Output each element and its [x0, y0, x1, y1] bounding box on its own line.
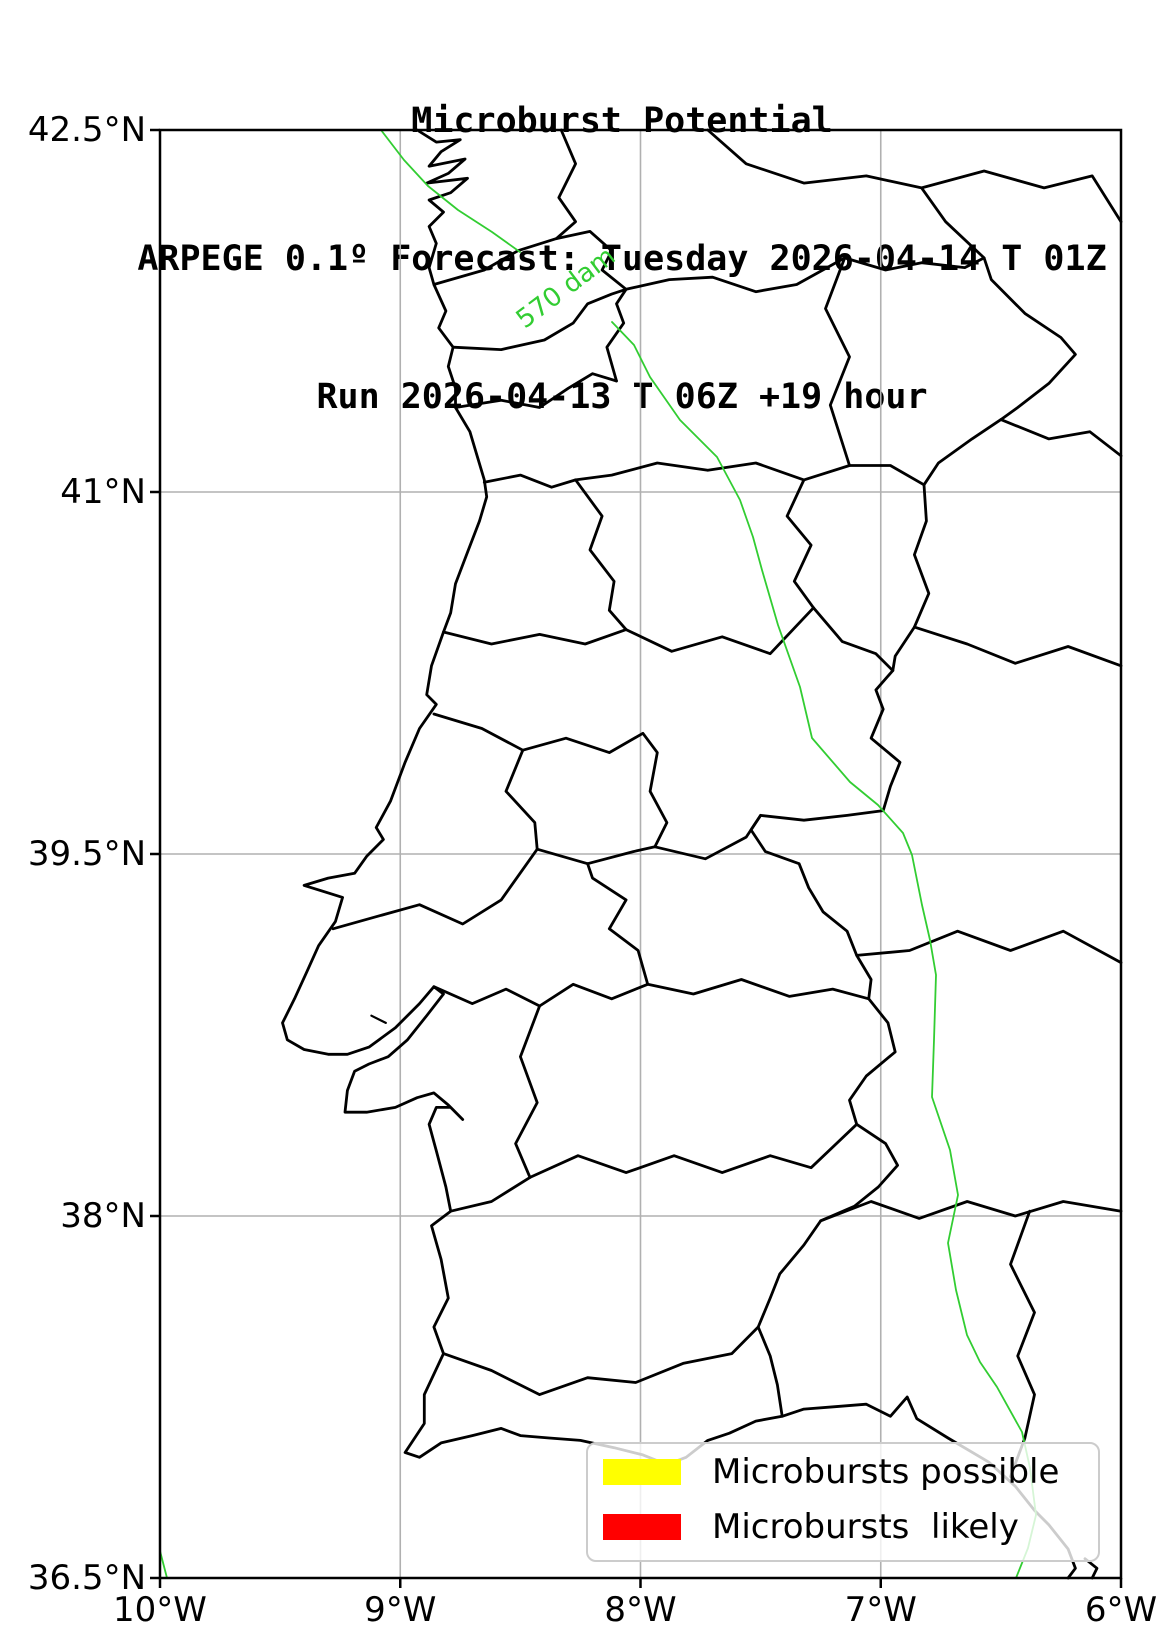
- spain-province-boundaries: [920, 169, 1123, 224]
- portugal-district-boundaries: [785, 478, 815, 610]
- portugal-district-boundaries: [442, 1325, 760, 1396]
- plot-border: [158, 128, 1123, 1580]
- portugal-district-boundaries: [574, 461, 926, 487]
- tagus-estuary-island: [370, 1014, 387, 1025]
- y-tick-label: 36.5°N: [27, 1558, 146, 1598]
- portugal-district-boundaries: [574, 478, 628, 631]
- spain-province-boundaries: [913, 625, 1123, 668]
- title-line-1: Microburst Potential: [411, 101, 833, 141]
- contour-570dam: [611, 321, 1037, 1579]
- spain-province-boundaries: [555, 128, 577, 241]
- spain-province-boundaries: [706, 128, 986, 260]
- y-tick-label: 38°N: [60, 1196, 146, 1236]
- y-tick-label: 39.5°N: [27, 834, 146, 874]
- portugal-district-boundaries: [528, 1122, 859, 1179]
- legend-swatch-likely: [603, 1514, 681, 1540]
- legend-label-possible: Microbursts possible: [712, 1452, 1060, 1492]
- x-tick-label: 6°W: [1084, 1590, 1158, 1630]
- portugal-district-boundaries: [454, 372, 618, 409]
- portugal-district-boundaries: [482, 473, 577, 489]
- legend-box: Microbursts possible Microbursts likely: [586, 1442, 1100, 1562]
- figure-title: Microburst Potential ARPEGE 0.1º Forecas…: [70, 6, 1174, 512]
- legend-item-possible: Microbursts possible: [603, 1455, 1059, 1489]
- portugal-district-boundaries: [449, 1176, 532, 1213]
- legend-swatch-possible: [603, 1459, 681, 1485]
- x-tick-label: 10°W: [113, 1590, 207, 1630]
- legend-item-likely: Microbursts likely: [603, 1510, 1019, 1544]
- portugal-district-boundaries: [432, 712, 669, 849]
- spain-province-boundaries: [999, 418, 1123, 458]
- portugal-district-boundaries: [504, 748, 539, 851]
- y-tick-label: 42.5°N: [27, 110, 146, 150]
- portugal-district-boundaries: [812, 606, 895, 672]
- portugal-district-boundaries: [331, 847, 539, 931]
- spain-province-boundaries: [855, 929, 1123, 964]
- portugal-district-boundaries: [824, 256, 851, 467]
- portugal-district-boundaries: [646, 978, 871, 1001]
- title-line-2: ARPEGE 0.1º Forecast: Tuesday 2026-04-14…: [137, 239, 1107, 279]
- portugal-district-boundaries: [432, 985, 541, 1008]
- portugal-district-boundaries: [535, 814, 762, 866]
- x-tick-label: 9°W: [364, 1590, 437, 1630]
- spain-province-boundaries: [1009, 1209, 1036, 1478]
- x-tick-label: 8°W: [604, 1590, 677, 1630]
- portugal-district-boundaries: [442, 628, 628, 646]
- portugal-district-boundaries: [514, 1004, 541, 1179]
- spain-province-boundaries: [819, 1200, 1123, 1223]
- portugal-spain-border: [432, 229, 1077, 1418]
- portugal-district-boundaries: [451, 287, 628, 352]
- portugal-district-boundaries: [624, 606, 815, 656]
- portugal-district-boundaries: [605, 287, 628, 383]
- legend-label-likely: Microbursts likely: [712, 1507, 1019, 1547]
- portugal-district-boundaries: [538, 862, 650, 1008]
- x-tick-label: 7°W: [844, 1590, 917, 1630]
- contour-570dam: [380, 129, 521, 253]
- y-tick-label: 41°N: [60, 472, 146, 512]
- title-line-3: Run 2026-04-13 T 06Z +19 hour: [316, 377, 928, 417]
